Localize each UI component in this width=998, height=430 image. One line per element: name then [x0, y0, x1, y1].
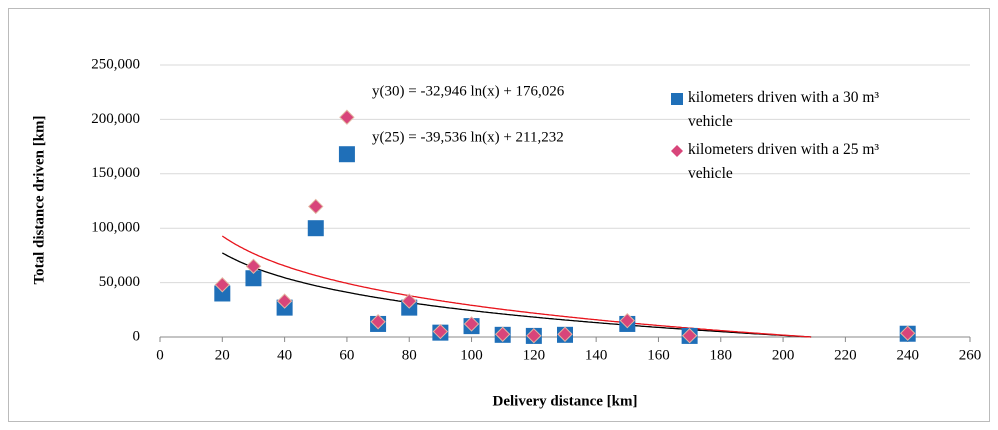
- marker: [245, 270, 262, 287]
- x-tick-label: 220: [834, 347, 857, 363]
- marker: [619, 312, 636, 329]
- legend-marker: [671, 93, 683, 105]
- y-tick-label: 200,000: [91, 111, 140, 127]
- marker: [463, 316, 480, 332]
- marker: [214, 285, 231, 302]
- y-axis-title: Total distance driven [km]: [31, 115, 47, 284]
- marker: [339, 109, 355, 125]
- legend-item: kilometers driven with a 25 m³ vehicle: [670, 138, 885, 186]
- x-tick-label: 240: [896, 347, 919, 363]
- y-tick-label: 150,000: [91, 165, 140, 181]
- x-tick-label: 140: [585, 347, 608, 363]
- x-tick-label: 120: [523, 347, 546, 363]
- legend: kilometers driven with a 30 m³ vehicle ki…: [670, 86, 885, 190]
- trendline-equation: y(25) = -39,536 ln(x) + 211,232: [372, 129, 564, 145]
- y-tick-label: 100,000: [91, 220, 140, 236]
- x-tick-label: 80: [402, 347, 417, 363]
- marker: [899, 325, 916, 341]
- x-tick-label: 60: [339, 347, 354, 363]
- x-tick-label: 0: [156, 347, 164, 363]
- x-tick-label: 160: [647, 347, 670, 363]
- x-tick-label: 200: [772, 347, 795, 363]
- legend-item: kilometers driven with a 30 m³ vehicle: [670, 86, 885, 134]
- marker: [681, 327, 698, 344]
- legend-swatch: [671, 145, 683, 157]
- marker: [432, 323, 449, 340]
- marker: [307, 220, 324, 237]
- marker: [401, 293, 417, 309]
- trendline: [221, 252, 812, 338]
- marker: [276, 293, 293, 309]
- y-tick-label: 50,000: [99, 274, 140, 290]
- x-tick-label: 180: [710, 347, 733, 363]
- chart-border: [8, 8, 990, 422]
- marker: [557, 326, 573, 342]
- x-tick-label: 40: [277, 347, 292, 363]
- marker: [338, 146, 355, 163]
- marker: [308, 198, 324, 215]
- x-axis-title: Delivery distance [km]: [493, 393, 638, 409]
- legend-marker: [671, 145, 683, 157]
- marker: [370, 314, 386, 330]
- trendline-equation: y(30) = -32,946 ln(x) + 176,026: [372, 83, 565, 99]
- y-tick-label: 250,000: [91, 56, 140, 72]
- x-tick-label: 100: [460, 347, 483, 363]
- legend-swatch: [671, 93, 683, 105]
- y-tick-label: 0: [133, 328, 141, 344]
- legend-label: kilometers driven with a 30 m³ vehicle: [688, 89, 880, 130]
- legend-label: kilometers driven with a 25 m³ vehicle: [688, 141, 880, 182]
- marker: [494, 326, 511, 342]
- marker: [214, 277, 231, 293]
- x-tick-label: 20: [215, 347, 230, 363]
- marker: [245, 258, 262, 274]
- marker: [526, 327, 542, 344]
- trendline: [221, 235, 812, 338]
- x-tick-label: 260: [959, 347, 982, 363]
